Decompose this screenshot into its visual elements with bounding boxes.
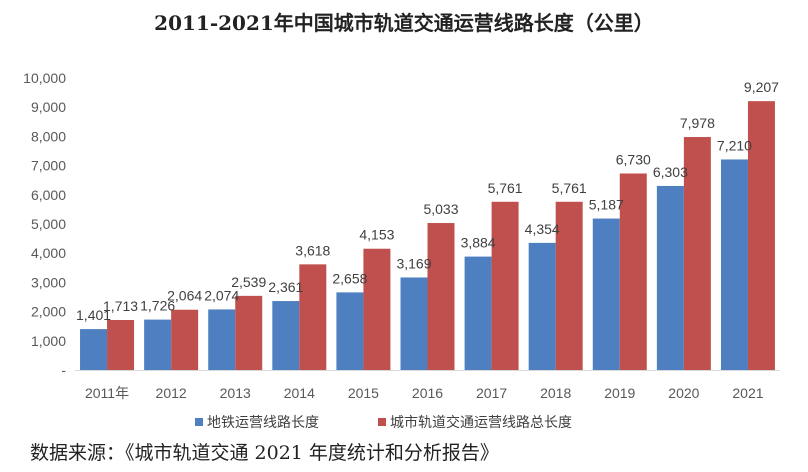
bar-urban-rail-total (299, 264, 327, 370)
y-tick-label: 1,000 (31, 333, 66, 349)
source-note: 数据来源：《城市轨道交通 2021 年度统计和分析报告》 (30, 442, 499, 464)
y-tick-label: - (61, 362, 66, 378)
x-tick-label: 2018 (540, 385, 571, 401)
bar-urban-rail-total (683, 137, 711, 370)
data-label: 7,978 (680, 115, 715, 131)
data-label: 6,730 (616, 151, 651, 167)
bar-urban-rail-total (427, 223, 455, 370)
y-tick-label: 5,000 (31, 216, 66, 232)
y-axis: - 1,000 2,000 3,000 4,000 5,000 6,000 7,000 8,00… (23, 70, 66, 378)
y-tick-label: 3,000 (31, 274, 66, 290)
data-label: 5,033 (423, 201, 458, 217)
y-tick-label: 4,000 (31, 245, 66, 261)
bars (80, 101, 775, 370)
bar-metro (592, 218, 620, 370)
bar-urban-rail-total (491, 201, 519, 370)
x-tick-label: 2015 (348, 385, 379, 401)
y-tick-label: 2,000 (31, 304, 66, 320)
bar-urban-rail-total (619, 173, 647, 370)
data-label: 5,761 (488, 180, 523, 196)
x-tick-label: 2021 (732, 385, 763, 401)
data-label: 6,303 (653, 164, 688, 180)
bar-metro (144, 319, 172, 370)
bar-urban-rail-total (555, 201, 583, 370)
y-tick-label: 10,000 (23, 70, 66, 86)
x-tick-label: 2011年 (85, 385, 129, 401)
data-labels: 1,401 1,726 2,074 2,361 2,658 3,169 3,884 4,354… (76, 79, 779, 323)
x-tick-label: 2016 (412, 385, 443, 401)
data-label: 9,207 (744, 79, 779, 95)
data-label: 1,401 (76, 307, 111, 323)
legend-label: 城市轨道交通运营线路总长度 (390, 414, 572, 431)
legend: 地铁运营线路长度 城市轨道交通运营线路总长度 (195, 414, 572, 431)
bar-metro (656, 185, 684, 370)
data-label: 3,884 (461, 235, 496, 251)
bar-metro (272, 301, 300, 370)
x-axis: 2011年 2012 2013 2014 2015 2016 2017 2018 2019 202… (85, 385, 764, 401)
data-label: 2,064 (167, 288, 202, 304)
y-tick-label: 7,000 (31, 158, 66, 174)
bar-metro (528, 242, 556, 370)
x-tick-label: 2019 (604, 385, 635, 401)
data-label: 5,187 (589, 197, 624, 213)
x-tick-label: 2020 (668, 385, 699, 401)
bar-metro (720, 159, 748, 370)
data-label: 2,539 (231, 274, 266, 290)
legend-label: 地铁运营线路长度 (207, 415, 319, 431)
data-label: 4,153 (359, 227, 394, 243)
bar-metro (80, 329, 108, 370)
data-label: 3,169 (396, 255, 431, 271)
legend-swatch (378, 418, 386, 426)
bar-metro (208, 309, 236, 370)
legend-swatch (195, 418, 203, 426)
x-tick-label: 2014 (284, 385, 315, 401)
bar-urban-rail-total (107, 319, 135, 370)
data-label: 2,361 (268, 279, 303, 295)
bar-urban-rail-total (363, 248, 391, 370)
x-tick-label: 2017 (476, 385, 507, 401)
y-tick-label: 6,000 (31, 187, 66, 203)
data-label: 2,074 (204, 287, 239, 303)
bar-urban-rail-total (171, 309, 199, 370)
bar-urban-rail-total (747, 101, 775, 370)
data-label: 1,713 (103, 298, 138, 314)
y-tick-label: 8,000 (31, 128, 66, 144)
y-tick-label: 9,000 (31, 99, 66, 115)
data-label: 3,618 (295, 242, 330, 258)
data-label: 2,658 (332, 270, 367, 286)
bar-metro (400, 277, 428, 370)
data-label: 4,354 (525, 221, 560, 237)
x-tick-label: 2012 (156, 385, 187, 401)
bar-urban-rail-total (235, 295, 263, 370)
data-label: 1,726 (140, 298, 175, 314)
x-tick-label: 2013 (220, 385, 251, 401)
bar-metro (464, 256, 492, 370)
data-label: 7,210 (717, 137, 752, 153)
chart-title: 2011-2021年中国城市轨道交通运营线路长度（公里） (154, 11, 654, 35)
bar-metro (336, 292, 364, 370)
data-label: 5,761 (552, 180, 587, 196)
